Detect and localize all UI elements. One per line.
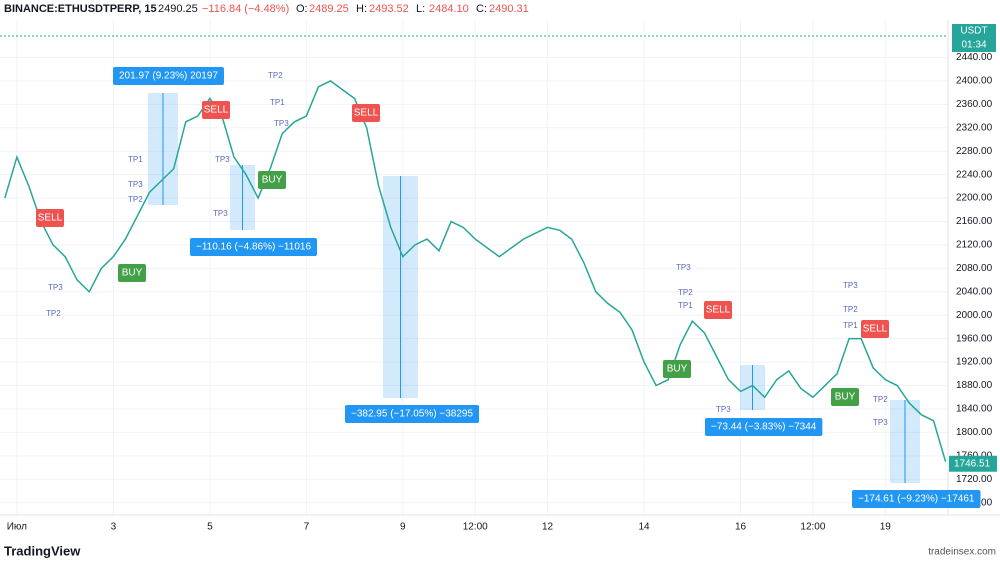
signal-badge xyxy=(831,388,859,406)
tp-label: TP3 xyxy=(873,418,888,427)
currency: USDT xyxy=(960,26,987,37)
change: −116.84 (−4.48%) xyxy=(202,3,289,15)
y-tick-label: 1960.00 xyxy=(956,333,993,344)
measure-label: −73.44 (−3.83%) −7344 xyxy=(711,422,817,433)
tp-label: TP2 xyxy=(128,195,143,204)
tp-label: TP3 xyxy=(843,281,858,290)
watermark: tradeinsex.com xyxy=(928,547,996,558)
tp-label: TP2 xyxy=(843,305,858,314)
measure-label-bg xyxy=(345,405,480,423)
x-tick-label: 9 xyxy=(400,522,406,533)
y-tick-label: 2360.00 xyxy=(956,99,993,110)
signal-label: BUY xyxy=(835,392,856,403)
ohlc-value: 2490.31 xyxy=(489,3,529,15)
y-tick-label: 1840.00 xyxy=(956,404,993,415)
measure-label: −382.95 (−17.05%) −38295 xyxy=(351,409,473,420)
price-line xyxy=(4,80,947,462)
signal-badge xyxy=(202,101,230,119)
x-tick-label: 19 xyxy=(880,522,892,533)
last-price-label: 1746.51 xyxy=(954,458,991,469)
y-tick-label: 1800.00 xyxy=(956,427,993,438)
y-tick-label: 2080.00 xyxy=(956,263,993,274)
tp-label: TP3 xyxy=(716,405,731,414)
x-tick-label: 16 xyxy=(735,522,747,533)
tp-label: TP3 xyxy=(128,180,143,189)
measure-label: −110.16 (−4.86%) −11016 xyxy=(196,242,311,253)
signal-label: BUY xyxy=(122,268,143,279)
x-tick-label: 12:00 xyxy=(800,522,825,533)
signal-label: SELL xyxy=(204,105,229,116)
signal-badge xyxy=(258,171,286,189)
tp-label: TP1 xyxy=(843,321,858,330)
measure-label: −174.61 (−9.23%) −17461 xyxy=(858,494,975,505)
y-tick-label: 2440.00 xyxy=(956,52,993,63)
ohlc-value: 2493.52 xyxy=(369,3,409,15)
y-tick-label: 2280.00 xyxy=(956,146,993,157)
y-tick-label: 1720.00 xyxy=(956,474,993,485)
y-tick-label: 2000.00 xyxy=(956,310,993,321)
signal-label: SELL xyxy=(706,305,731,316)
signal-label: SELL xyxy=(863,324,888,335)
tp-label: TP2 xyxy=(873,395,888,404)
y-tick-label: 2120.00 xyxy=(956,240,993,251)
x-tick-label: 5 xyxy=(207,522,213,533)
signal-badge xyxy=(352,104,380,122)
tp-label: TP3 xyxy=(274,119,289,128)
tp-label: TP3 xyxy=(215,155,230,164)
x-tick-label: 14 xyxy=(638,522,650,533)
tp-label: TP3 xyxy=(676,263,691,272)
y-tick-label: 2040.00 xyxy=(956,286,993,297)
logo: TradingView xyxy=(4,543,81,558)
x-tick-label: 12 xyxy=(542,522,554,533)
signal-badge xyxy=(663,360,691,378)
symbol: BINANCE:ETHUSDTPERP, 15 xyxy=(4,3,157,15)
tp-label: TP3 xyxy=(48,283,63,292)
signal-badge xyxy=(861,320,889,338)
measure-label-bg xyxy=(113,67,224,85)
y-tick-label: 1920.00 xyxy=(956,357,993,368)
tp-label: TP1 xyxy=(270,98,285,107)
tp-label: TP1 xyxy=(128,155,143,164)
ohlc-label: H: xyxy=(356,3,367,15)
signal-label: SELL xyxy=(354,108,379,119)
tp-label: TP2 xyxy=(46,309,61,318)
y-tick-label: 2200.00 xyxy=(956,193,993,204)
last-price: 2490.25 xyxy=(158,3,198,15)
ohlc-label: C: xyxy=(476,3,487,15)
x-tick-label: 3 xyxy=(111,522,117,533)
tp-label: TP2 xyxy=(678,288,693,297)
measure-label-bg xyxy=(705,418,823,436)
y-tick-label: 2320.00 xyxy=(956,122,993,133)
ohlc-value: 2484.10 xyxy=(429,3,469,15)
measure-label: 201.97 (9.23%) 20197 xyxy=(119,71,218,82)
x-tick-label: 12:00 xyxy=(463,522,488,533)
tp-label: TP3 xyxy=(213,209,228,218)
y-tick-label: 1880.00 xyxy=(956,380,993,391)
x-tick-label: Июл xyxy=(7,522,27,533)
signal-label: BUY xyxy=(667,364,688,375)
signal-badge xyxy=(118,264,146,282)
y-tick-label: 2160.00 xyxy=(956,216,993,227)
ohlc-label: L: xyxy=(416,3,425,15)
price-badge xyxy=(952,24,996,52)
signal-badge xyxy=(36,209,64,227)
tp-label: TP2 xyxy=(268,71,283,80)
ohlc-value: 2489.25 xyxy=(309,3,349,15)
y-tick-label: 2240.00 xyxy=(956,169,993,180)
ohlc-label: O: xyxy=(296,3,308,15)
measure-label-bg xyxy=(190,238,317,256)
x-tick-label: 7 xyxy=(304,522,310,533)
timer: 01:34 xyxy=(961,40,986,51)
tp-label: TP1 xyxy=(678,301,693,310)
signal-label: SELL xyxy=(38,213,63,224)
signal-badge xyxy=(704,301,732,319)
last-price-badge xyxy=(949,455,997,472)
measure-label-bg xyxy=(852,490,981,508)
y-tick-label: 2400.00 xyxy=(956,76,993,87)
signal-label: BUY xyxy=(262,175,283,186)
